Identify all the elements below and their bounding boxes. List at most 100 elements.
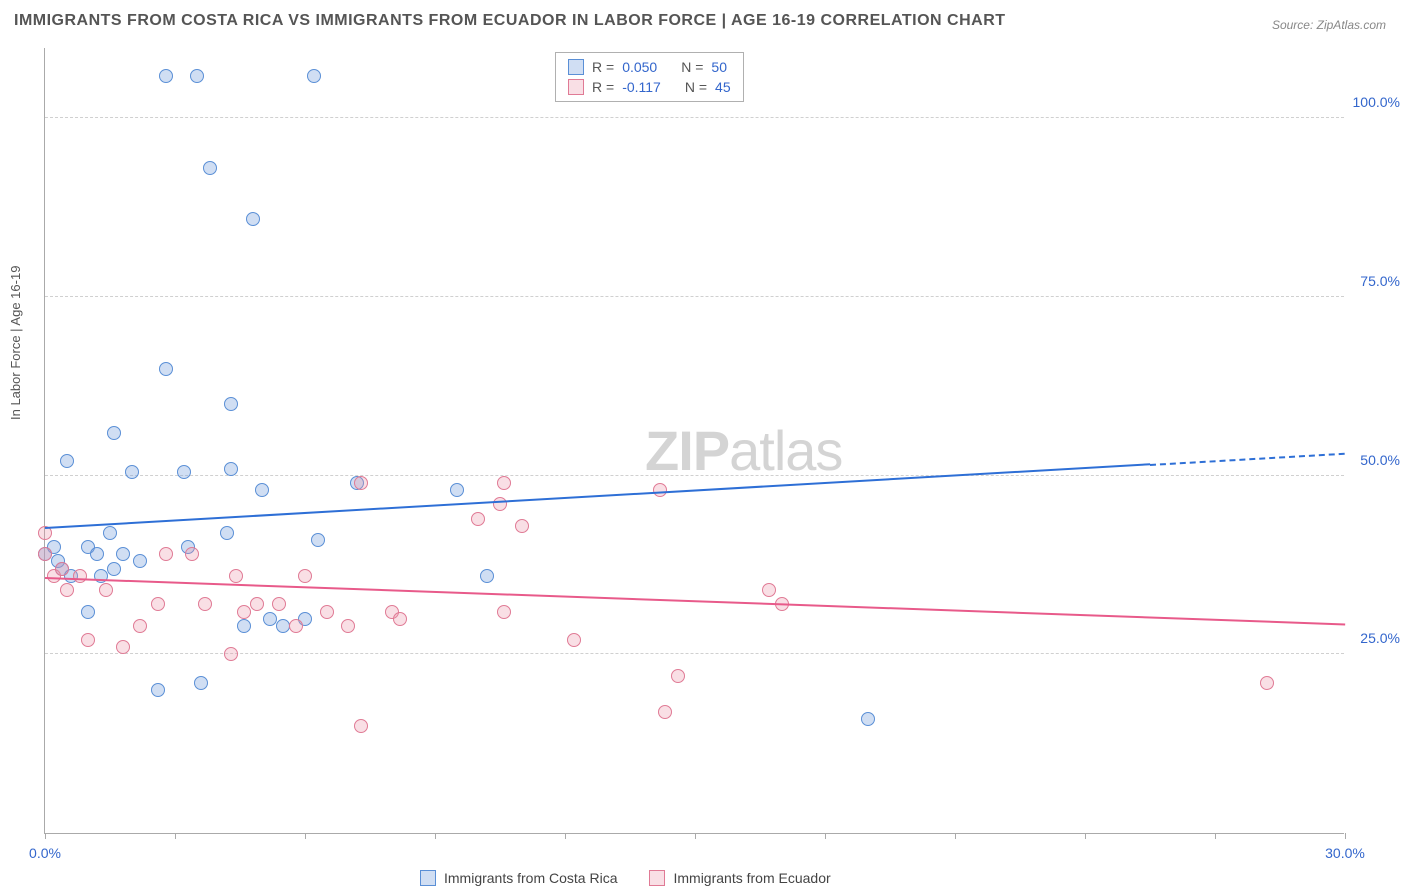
x-tick-label: 0.0%	[29, 845, 61, 861]
r-label: R =	[592, 79, 614, 95]
correlation-chart: IMMIGRANTS FROM COSTA RICA VS IMMIGRANTS…	[0, 0, 1406, 892]
scatter-point	[653, 483, 667, 497]
x-tick	[565, 833, 566, 839]
x-tick	[1085, 833, 1086, 839]
scatter-point	[341, 619, 355, 633]
y-tick-label: 75.0%	[1360, 273, 1400, 289]
scatter-point	[237, 619, 251, 633]
trend-line	[45, 577, 1345, 625]
scatter-point	[311, 533, 325, 547]
scatter-point	[38, 547, 52, 561]
x-tick	[955, 833, 956, 839]
scatter-point	[567, 633, 581, 647]
gridline	[45, 475, 1344, 476]
scatter-point	[289, 619, 303, 633]
legend-item: Immigrants from Ecuador	[649, 870, 830, 886]
chart-title: IMMIGRANTS FROM COSTA RICA VS IMMIGRANTS…	[14, 12, 1006, 30]
scatter-point	[320, 605, 334, 619]
y-tick-label: 50.0%	[1360, 452, 1400, 468]
scatter-point	[159, 362, 173, 376]
x-tick	[695, 833, 696, 839]
scatter-point	[103, 526, 117, 540]
legend-label: Immigrants from Ecuador	[673, 870, 830, 886]
scatter-point	[255, 483, 269, 497]
scatter-point	[125, 465, 139, 479]
x-tick	[45, 833, 46, 839]
watermark-bold: ZIP	[645, 419, 729, 482]
scatter-point	[224, 397, 238, 411]
n-value: 50	[711, 59, 727, 75]
correlation-stats-legend: R = 0.050 N = 50 R = -0.117 N = 45	[555, 52, 744, 102]
scatter-point	[203, 161, 217, 175]
scatter-point	[354, 476, 368, 490]
scatter-point	[159, 69, 173, 83]
scatter-point	[298, 569, 312, 583]
scatter-point	[107, 426, 121, 440]
scatter-point	[393, 612, 407, 626]
source-label: Source:	[1272, 18, 1313, 32]
x-tick	[435, 833, 436, 839]
swatch-series-a	[568, 59, 584, 75]
scatter-point	[133, 554, 147, 568]
r-value: -0.117	[622, 79, 661, 95]
scatter-point	[133, 619, 147, 633]
scatter-point	[151, 683, 165, 697]
gridline	[45, 117, 1344, 118]
scatter-point	[116, 547, 130, 561]
scatter-point	[450, 483, 464, 497]
swatch-series-a	[420, 870, 436, 886]
series-legend: Immigrants from Costa Rica Immigrants fr…	[420, 870, 831, 886]
scatter-point	[81, 633, 95, 647]
swatch-series-b	[568, 79, 584, 95]
scatter-point	[194, 676, 208, 690]
y-axis-label: In Labor Force | Age 16-19	[8, 266, 23, 420]
r-label: R =	[592, 59, 614, 75]
y-tick-label: 25.0%	[1360, 630, 1400, 646]
scatter-point	[60, 583, 74, 597]
stat-row: R = -0.117 N = 45	[568, 77, 731, 97]
x-tick	[825, 833, 826, 839]
legend-label: Immigrants from Costa Rica	[444, 870, 617, 886]
scatter-point	[497, 605, 511, 619]
scatter-point	[229, 569, 243, 583]
n-label: N =	[681, 59, 703, 75]
x-tick	[1215, 833, 1216, 839]
scatter-point	[307, 69, 321, 83]
watermark-light: atlas	[729, 419, 842, 482]
scatter-point	[497, 476, 511, 490]
scatter-point	[159, 547, 173, 561]
source-attribution: Source: ZipAtlas.com	[1272, 18, 1386, 32]
scatter-point	[90, 547, 104, 561]
plot-area: ZIPatlas R = 0.050 N = 50 R = -0.117 N =…	[44, 48, 1344, 834]
legend-item: Immigrants from Costa Rica	[420, 870, 617, 886]
x-tick	[1345, 833, 1346, 839]
scatter-point	[60, 454, 74, 468]
scatter-point	[1260, 676, 1274, 690]
scatter-point	[246, 212, 260, 226]
scatter-point	[73, 569, 87, 583]
gridline	[45, 653, 1344, 654]
scatter-point	[471, 512, 485, 526]
source-name: ZipAtlas.com	[1317, 18, 1386, 32]
scatter-point	[107, 562, 121, 576]
scatter-point	[185, 547, 199, 561]
scatter-point	[515, 519, 529, 533]
scatter-point	[224, 647, 238, 661]
scatter-point	[861, 712, 875, 726]
stat-row: R = 0.050 N = 50	[568, 57, 731, 77]
scatter-point	[177, 465, 191, 479]
scatter-point	[190, 69, 204, 83]
scatter-point	[99, 583, 113, 597]
scatter-point	[224, 462, 238, 476]
scatter-point	[480, 569, 494, 583]
scatter-point	[220, 526, 234, 540]
scatter-point	[116, 640, 130, 654]
gridline	[45, 296, 1344, 297]
y-tick-label: 100.0%	[1353, 94, 1400, 110]
scatter-point	[276, 619, 290, 633]
n-value: 45	[715, 79, 731, 95]
scatter-point	[658, 705, 672, 719]
watermark: ZIPatlas	[645, 418, 842, 483]
r-value: 0.050	[622, 59, 657, 75]
scatter-point	[237, 605, 251, 619]
